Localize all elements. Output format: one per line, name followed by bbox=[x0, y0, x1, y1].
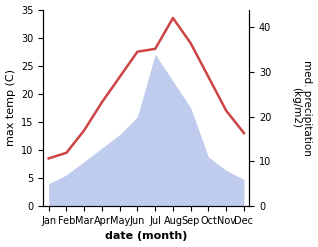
X-axis label: date (month): date (month) bbox=[105, 231, 188, 242]
Y-axis label: med. precipitation
(kg/m2): med. precipitation (kg/m2) bbox=[291, 60, 313, 156]
Y-axis label: max temp (C): max temp (C) bbox=[5, 69, 16, 146]
